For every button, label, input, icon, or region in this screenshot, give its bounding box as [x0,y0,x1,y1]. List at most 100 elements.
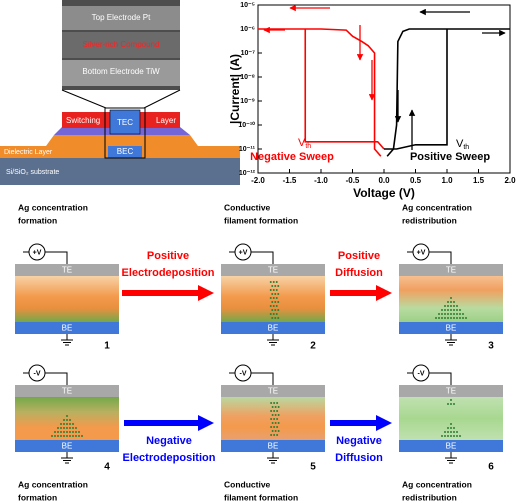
annotation: Vth [456,138,469,151]
switching-layer [221,397,325,440]
panel-number: 3 [488,341,494,352]
y-tick-label: 10⁻⁸ [240,74,255,81]
sem-label: Top Electrode Pt [92,13,151,22]
ag-dot [54,435,56,437]
ag-dot [271,293,274,295]
ag-dot [277,309,280,311]
ag-dot [438,313,440,315]
ag-dot [453,435,455,437]
panel-caption: Ag concentration [18,479,88,489]
ag-dot [462,317,464,319]
ag-dot [453,301,455,303]
ag-dot [441,435,443,437]
panel-number: 1 [104,341,110,352]
annotation-main: V [456,138,464,150]
top-electrode [221,385,325,397]
ag-dot [272,289,275,291]
arrow-label: Positive [147,250,189,262]
iv-chart: -2.0 -1.5 -1.0 -0.5 0.0 0.5 1.0 1.5 2.0 10⁻¹² 10⁻¹… [228,2,516,200]
top-electrode [399,264,503,276]
panel-caption: Ag concentration [402,202,472,212]
ag-dot [57,431,59,433]
device-label: Layer [156,116,176,125]
be-label: BE [268,324,279,333]
bottom-electrode [15,322,119,334]
ag-dot [274,293,277,295]
ag-dot [269,313,272,315]
ag-dot [78,431,80,433]
ag-dot [72,431,74,433]
ag-dot [274,317,277,319]
series-label: Positive Sweep [410,151,490,163]
wire [23,251,68,264]
ag-dot [66,435,68,437]
bias-label: +V [417,249,426,256]
ag-dot [269,281,272,283]
te-label: TE [62,266,72,275]
bias-label: -V [34,370,41,377]
ag-dot [453,309,455,311]
wire [407,251,452,264]
sem-band [62,32,180,58]
ag-dot [66,419,68,421]
ag-dot [450,309,452,311]
ag-dot [277,317,280,319]
ag-dot [271,317,274,319]
ag-dot [276,434,279,436]
x-tick-label: -2.0 [251,176,265,185]
x-tick-label: -1.5 [283,176,297,185]
arrow-label: Electrodeposition [122,267,215,279]
ag-dot [456,435,458,437]
device-label: Switching [66,116,100,125]
sem-label: Bottom Electrode TiW [82,67,160,76]
be-label: BE [62,442,73,451]
sem-band [62,60,180,86]
ag-dot [444,435,446,437]
ag-dot [444,313,446,315]
ag-dot [459,435,461,437]
ag-dot [69,431,71,433]
bottom-electrode [221,440,325,452]
switching-layer [221,276,325,322]
ag-dot [63,435,65,437]
ag-dot [78,435,80,437]
ag-dot [277,414,280,416]
te-label: TE [268,387,278,396]
ag-dot [274,422,277,424]
y-tick-label: 10⁻⁶ [240,26,255,33]
ag-dot [66,415,68,417]
y-tick-label: 10⁻⁹ [240,98,255,105]
ag-dot [465,317,467,319]
zoom-box [104,107,146,159]
ag-dot [459,317,461,319]
ag-dot [72,423,74,425]
te-label: TE [268,266,278,275]
ag-dot [456,309,458,311]
ag-dot [450,435,452,437]
ag-dot [275,281,278,283]
ag-dot [69,419,71,421]
ag-dot [447,317,449,319]
ag-dot [462,313,464,315]
ag-dot [270,434,273,436]
substrate [0,158,240,185]
bottom-electrode [399,322,503,334]
ag-dot [447,431,449,433]
y-tick-label: 10⁻¹⁰ [238,121,255,129]
ag-dot [270,426,273,428]
x-tick-label: -0.5 [346,176,360,185]
ag-dot [75,427,77,429]
te-label: TE [62,387,72,396]
ag-dot [453,305,455,307]
arrow-label: Negative [146,435,192,447]
annotation-sub: th [305,143,311,150]
ag-dot [450,403,452,405]
ag-dot [456,317,458,319]
process-arrow [124,415,214,431]
ag-dot [276,402,279,404]
annotation-sub: th [463,144,469,151]
ag-dot [271,285,274,287]
ground [61,452,73,464]
x-tick-label: 2.0 [504,176,516,185]
ag-dot [271,430,274,432]
